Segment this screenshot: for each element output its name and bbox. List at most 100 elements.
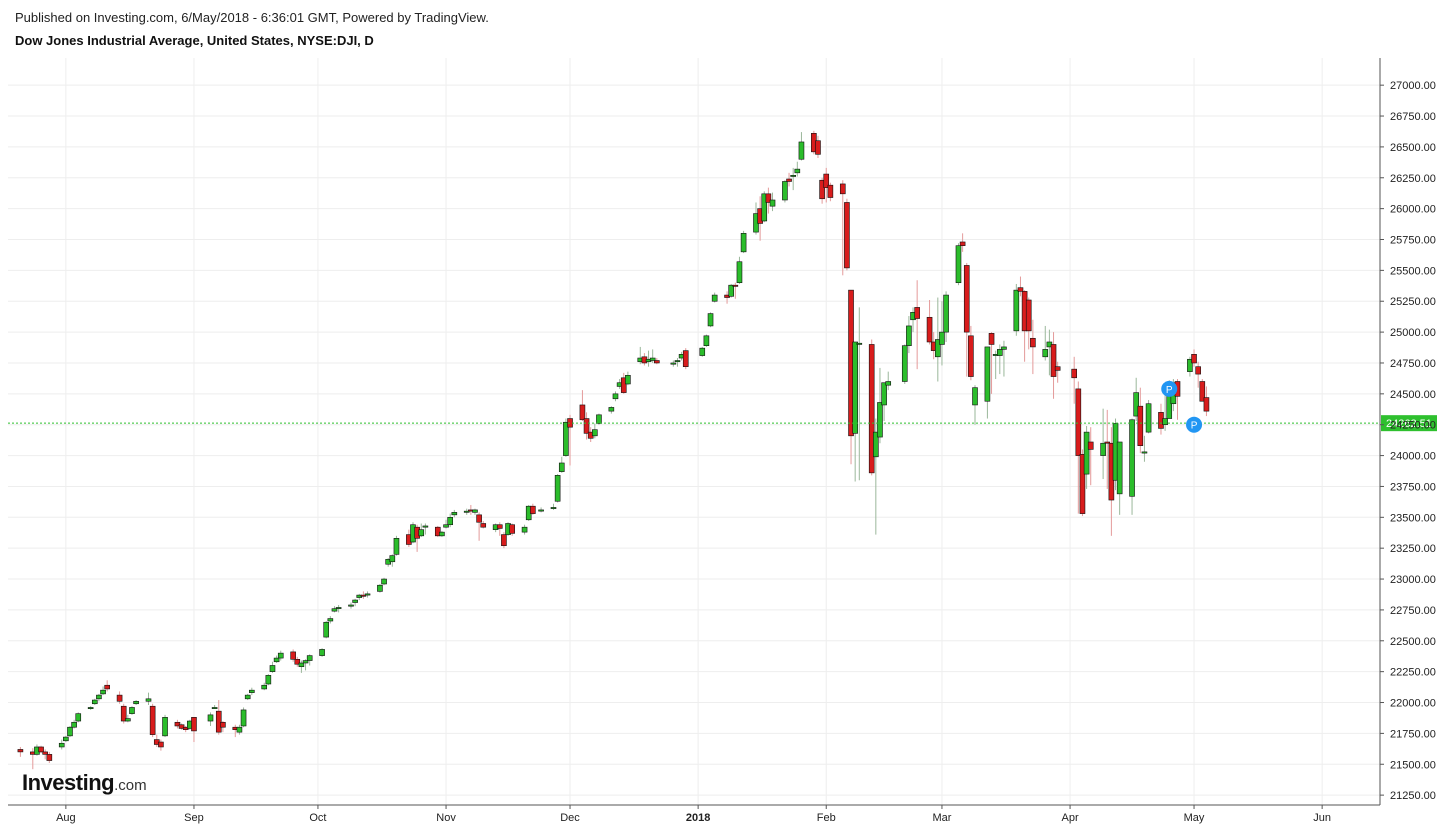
candle-body <box>856 342 863 345</box>
candle-body <box>815 140 821 155</box>
candle-body <box>1199 381 1206 402</box>
candle-body <box>1162 418 1168 426</box>
candle-body <box>1104 441 1111 444</box>
y-tick-label: 25250.00 <box>1390 296 1436 308</box>
candle-body <box>740 233 747 253</box>
candle-body <box>273 657 280 663</box>
candle-body <box>42 751 48 755</box>
axes: 27000.00 26750.00 26500.00 26250.00 26000.00… <box>8 58 1436 824</box>
candle-body <box>509 524 515 534</box>
candle-body <box>765 193 772 203</box>
y-tick-label: 26250.00 <box>1390 173 1436 185</box>
candle-body <box>352 599 358 603</box>
candle-body <box>988 333 995 345</box>
candle-body <box>265 675 272 685</box>
candle-body <box>434 526 441 537</box>
candle-body <box>294 659 301 665</box>
x-tick-label: Oct <box>309 812 326 824</box>
x-tick-label: Mar <box>932 812 951 824</box>
candle-body <box>583 418 590 434</box>
candle-body <box>162 717 168 737</box>
y-tick-label: 27000.00 <box>1390 80 1436 92</box>
candle-body <box>1137 405 1144 446</box>
candle-body <box>129 707 135 714</box>
candle-body <box>592 429 598 437</box>
candle-body <box>269 665 276 672</box>
candle-body <box>244 694 251 700</box>
published-caption: Published on Investing.com, 6/May/2018 -… <box>15 10 489 25</box>
candle-body <box>215 710 222 733</box>
candle-body <box>1050 344 1057 377</box>
candle-body <box>501 534 507 547</box>
candle-body <box>418 529 425 537</box>
candle-body <box>732 284 739 287</box>
candle-body <box>1071 368 1077 379</box>
candles <box>17 130 1210 770</box>
candle-body <box>521 526 528 533</box>
candle-body <box>1191 354 1197 364</box>
candle-body <box>1087 441 1094 450</box>
candle-body <box>236 726 243 733</box>
candle-body <box>670 362 677 365</box>
candle-body <box>158 741 164 748</box>
candle-body <box>207 714 214 722</box>
candle-body <box>133 700 139 705</box>
candle-body <box>786 178 792 182</box>
candle-body <box>422 525 429 528</box>
candle-body <box>943 294 949 333</box>
x-tick-label: May <box>1184 812 1205 824</box>
grid-lines <box>8 58 1380 805</box>
candle-body <box>1116 441 1123 495</box>
candle-body <box>997 349 1003 356</box>
y-tick-label: 23750.00 <box>1390 481 1436 493</box>
y-tick-label: 23000.00 <box>1390 574 1436 586</box>
candle-body <box>782 181 788 201</box>
candle-body <box>1001 346 1007 350</box>
candle-body <box>827 184 834 198</box>
y-tick-label: 22750.00 <box>1390 605 1436 617</box>
y-tick-label: 25750.00 <box>1390 235 1436 247</box>
y-tick-label: 21750.00 <box>1390 728 1436 740</box>
candle-body <box>75 713 82 722</box>
candle-body <box>769 199 776 207</box>
candle-body <box>447 517 453 526</box>
y-tick-label: 26500.00 <box>1390 142 1436 154</box>
candle-body <box>625 375 631 385</box>
candle-body <box>191 717 197 732</box>
candle-body <box>17 749 24 753</box>
y-tick-label: 24000.00 <box>1390 451 1436 463</box>
candle-body <box>844 202 850 269</box>
candle-body <box>794 168 801 174</box>
candle-body <box>914 307 920 319</box>
candle-body <box>1083 431 1090 475</box>
candle-body <box>1054 366 1061 371</box>
candle-body <box>612 393 619 400</box>
candle-body <box>901 345 908 382</box>
candle-body <box>868 344 875 474</box>
candle-body <box>906 325 912 346</box>
y-tick-label: 23500.00 <box>1390 512 1436 524</box>
y-tick-label: 25500.00 <box>1390 265 1436 277</box>
candle-body <box>100 689 106 695</box>
investing-logo: Investing.com <box>22 770 147 796</box>
candle-body <box>290 651 296 660</box>
candle-body <box>1187 358 1193 372</box>
candle-body <box>620 377 627 393</box>
x-tick-label: Apr <box>1061 812 1078 824</box>
candle-body <box>558 462 565 472</box>
candle-body <box>682 350 689 367</box>
candle-body <box>46 754 53 761</box>
candle-body <box>104 684 110 690</box>
candle-body <box>261 684 268 690</box>
candle-body <box>538 509 544 512</box>
candle-body <box>480 523 487 528</box>
y-tick-label: 23250.00 <box>1390 543 1436 555</box>
candle-body <box>703 335 710 346</box>
candle-body <box>649 357 656 361</box>
last-price-badge <box>1381 415 1437 432</box>
candle-body <box>381 578 387 585</box>
candle-body <box>1100 442 1106 456</box>
candle-body <box>472 509 478 513</box>
candle-body <box>1141 451 1148 454</box>
